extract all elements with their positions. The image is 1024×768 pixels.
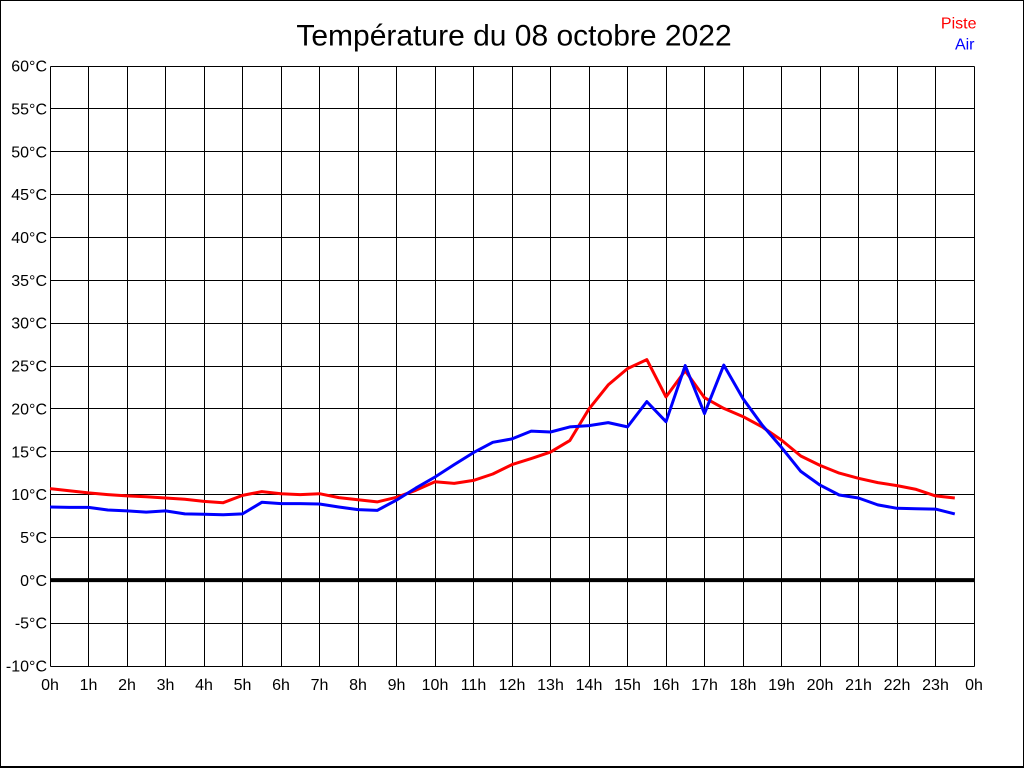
svg-text:0h: 0h: [41, 677, 59, 694]
svg-text:17h: 17h: [691, 677, 718, 694]
svg-text:2h: 2h: [118, 677, 136, 694]
svg-text:19h: 19h: [768, 677, 795, 694]
svg-text:8h: 8h: [349, 677, 367, 694]
svg-text:10h: 10h: [422, 677, 449, 694]
svg-text:1h: 1h: [80, 677, 98, 694]
svg-text:21h: 21h: [845, 677, 872, 694]
svg-text:20°C: 20°C: [11, 401, 47, 418]
svg-text:20h: 20h: [807, 677, 834, 694]
svg-text:55°C: 55°C: [11, 101, 47, 118]
svg-text:9h: 9h: [388, 677, 406, 694]
svg-text:Piste: Piste: [941, 15, 977, 32]
svg-text:4h: 4h: [195, 677, 213, 694]
svg-text:18h: 18h: [730, 677, 757, 694]
svg-text:15h: 15h: [614, 677, 641, 694]
svg-text:22h: 22h: [884, 677, 911, 694]
svg-text:Température du 08 octobre 2022: Température du 08 octobre 2022: [296, 20, 731, 53]
svg-text:7h: 7h: [311, 677, 329, 694]
svg-text:6h: 6h: [272, 677, 290, 694]
svg-text:10°C: 10°C: [11, 487, 47, 504]
svg-text:30°C: 30°C: [11, 316, 47, 333]
svg-text:13h: 13h: [537, 677, 564, 694]
svg-text:16h: 16h: [653, 677, 680, 694]
svg-text:14h: 14h: [576, 677, 603, 694]
svg-text:23h: 23h: [922, 677, 949, 694]
svg-text:0°C: 0°C: [20, 573, 47, 590]
svg-text:60°C: 60°C: [11, 59, 47, 76]
svg-text:12h: 12h: [499, 677, 526, 694]
svg-text:-10°C: -10°C: [6, 659, 47, 676]
svg-text:3h: 3h: [157, 677, 175, 694]
svg-text:15°C: 15°C: [11, 444, 47, 461]
svg-text:0h: 0h: [965, 677, 983, 694]
svg-text:45°C: 45°C: [11, 187, 47, 204]
svg-text:5°C: 5°C: [20, 530, 47, 547]
svg-text:25°C: 25°C: [11, 359, 47, 376]
svg-text:Air: Air: [955, 37, 975, 54]
svg-text:35°C: 35°C: [11, 273, 47, 290]
svg-text:50°C: 50°C: [11, 144, 47, 161]
svg-text:-5°C: -5°C: [15, 616, 47, 633]
svg-text:11h: 11h: [461, 677, 487, 694]
svg-text:40°C: 40°C: [11, 230, 47, 247]
svg-text:5h: 5h: [234, 677, 252, 694]
